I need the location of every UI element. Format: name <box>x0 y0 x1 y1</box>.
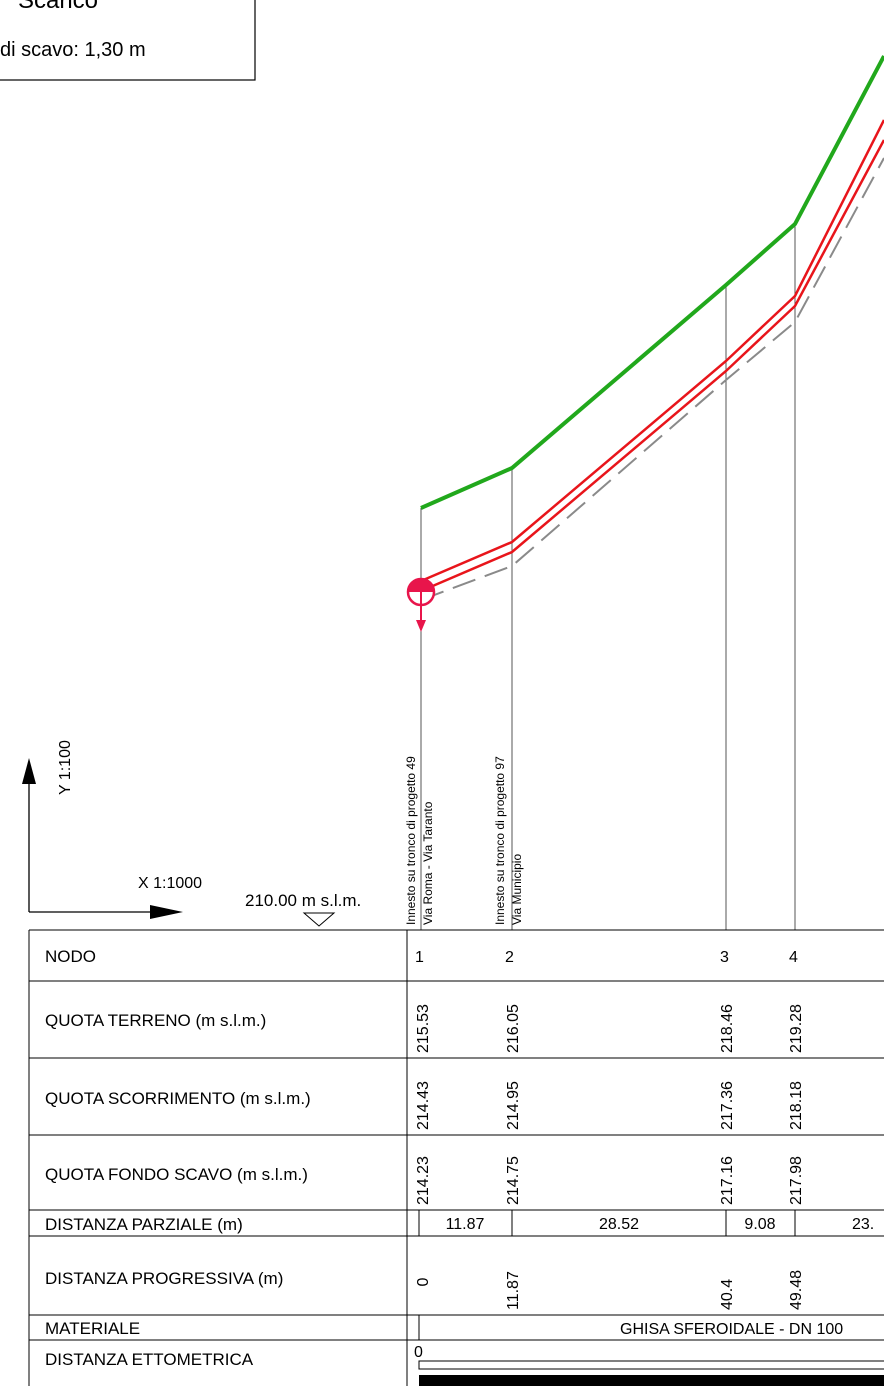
node-id-1: 1 <box>415 949 424 966</box>
quota-fondo-node-2: 214.75 <box>505 1156 522 1205</box>
pipe-crown-line <box>420 119 884 583</box>
annotation-node2-line1: Innesto su tronco di progetto 97 <box>493 756 507 925</box>
node-id-4: 4 <box>789 949 798 966</box>
x-axis-arrow <box>150 905 183 919</box>
title-box: Scarico di scavo: 1,30 m <box>0 0 256 81</box>
material-label: GHISA SFEROIDALE - DN 100 <box>620 1321 843 1338</box>
distanza-parziale-values: 11.87 28.52 9.08 23. <box>446 1216 875 1233</box>
scale-axes: Y 1:100 X 1:1000 210.00 m s.l.m. <box>22 740 361 927</box>
profile-lines <box>420 55 884 601</box>
profile-table-grid <box>28 929 884 1386</box>
partial-1-2: 11.87 <box>446 1216 485 1233</box>
ettometrica-bar-outline <box>418 1360 884 1370</box>
quota-terreno-node-1: 215.53 <box>415 1004 432 1053</box>
ettometrica-scale: 0 <box>414 1344 884 1387</box>
row-label-distanza-parziale: DISTANZA PARZIALE (m) <box>45 1215 243 1234</box>
node-id-2: 2 <box>505 949 514 966</box>
annotation-node1-line1: Innesto su tronco di progetto 49 <box>404 756 418 925</box>
title-box-frame <box>0 0 256 81</box>
progressive-node-2: 11.87 <box>505 1271 522 1310</box>
progressive-node-3: 40.4 <box>719 1279 736 1310</box>
node-ids: 1 2 3 4 <box>415 949 798 966</box>
datum-label: 210.00 m s.l.m. <box>245 891 361 910</box>
quota-terreno-node-2: 216.05 <box>505 1004 522 1053</box>
title-text: Scarico <box>18 0 98 14</box>
ettometrica-bar <box>419 1375 884 1387</box>
quota-terreno-values: 215.53 216.05 218.46 219.28 <box>415 1004 805 1053</box>
outlet-half-fill <box>408 579 434 592</box>
pipe-invert-line <box>420 139 884 593</box>
y-scale-label: Y 1:100 <box>57 740 74 795</box>
node-annotations: Innesto su tronco di progetto 49 Via Rom… <box>404 756 524 925</box>
terrain-line <box>420 55 884 510</box>
annotation-node1-line2: Via Roma - Via Taranto <box>421 801 435 925</box>
quota-fondo-node-4: 217.98 <box>788 1156 805 1205</box>
quota-fondo-values: 214.23 214.75 217.16 217.98 <box>415 1156 805 1205</box>
row-label-quota-fondo: QUOTA FONDO SCAVO (m s.l.m.) <box>45 1165 308 1184</box>
progressive-node-1: 0 <box>415 1277 432 1286</box>
quota-scorrimento-values: 214.43 214.95 217.36 218.18 <box>415 1081 805 1130</box>
node-id-3: 3 <box>720 949 729 966</box>
depth-label: di scavo: 1,30 m <box>0 39 146 61</box>
quota-scorrimento-node-1: 214.43 <box>415 1081 432 1130</box>
quota-terreno-node-3: 218.46 <box>719 1004 736 1053</box>
partial-3-4: 9.08 <box>744 1216 775 1233</box>
datum-marker <box>302 912 336 927</box>
partial-2-3: 28.52 <box>599 1216 639 1233</box>
row-label-distanza-progressiva: DISTANZA PROGRESSIVA (m) <box>45 1269 283 1288</box>
annotation-node2-line2: Via Municipio <box>510 854 524 925</box>
quota-fondo-node-1: 214.23 <box>415 1156 432 1205</box>
quota-fondo-node-3: 217.16 <box>719 1156 736 1205</box>
node-lines <box>420 224 796 930</box>
row-label-quota-scorrimento: QUOTA SCORRIMENTO (m s.l.m.) <box>45 1089 311 1108</box>
progressive-node-4: 49.48 <box>788 1270 805 1310</box>
row-label-distanza-ettometrica: DISTANZA ETTOMETRICA <box>45 1350 254 1369</box>
row-label-materiale: MATERIALE <box>45 1319 140 1338</box>
outlet-arrow-head <box>416 620 426 632</box>
ettometrica-start: 0 <box>414 1344 423 1361</box>
quota-scorrimento-node-4: 218.18 <box>788 1081 805 1130</box>
partial-4-5: 23. <box>852 1216 874 1233</box>
x-scale-label: X 1:1000 <box>138 875 202 892</box>
quota-terreno-node-4: 219.28 <box>788 1004 805 1053</box>
trench-bottom-line <box>420 157 884 601</box>
quota-scorrimento-node-2: 214.95 <box>505 1081 522 1130</box>
quota-scorrimento-node-3: 217.36 <box>719 1081 736 1130</box>
outlet-symbol <box>406 577 436 632</box>
row-label-quota-terreno: QUOTA TERRENO (m s.l.m.) <box>45 1011 266 1030</box>
distanza-progressiva-values: 0 11.87 40.4 49.48 <box>415 1270 805 1310</box>
row-label-nodo: NODO <box>45 947 96 966</box>
row-labels: NODO QUOTA TERRENO (m s.l.m.) QUOTA SCOR… <box>45 947 311 1369</box>
y-axis-arrow <box>22 758 36 784</box>
